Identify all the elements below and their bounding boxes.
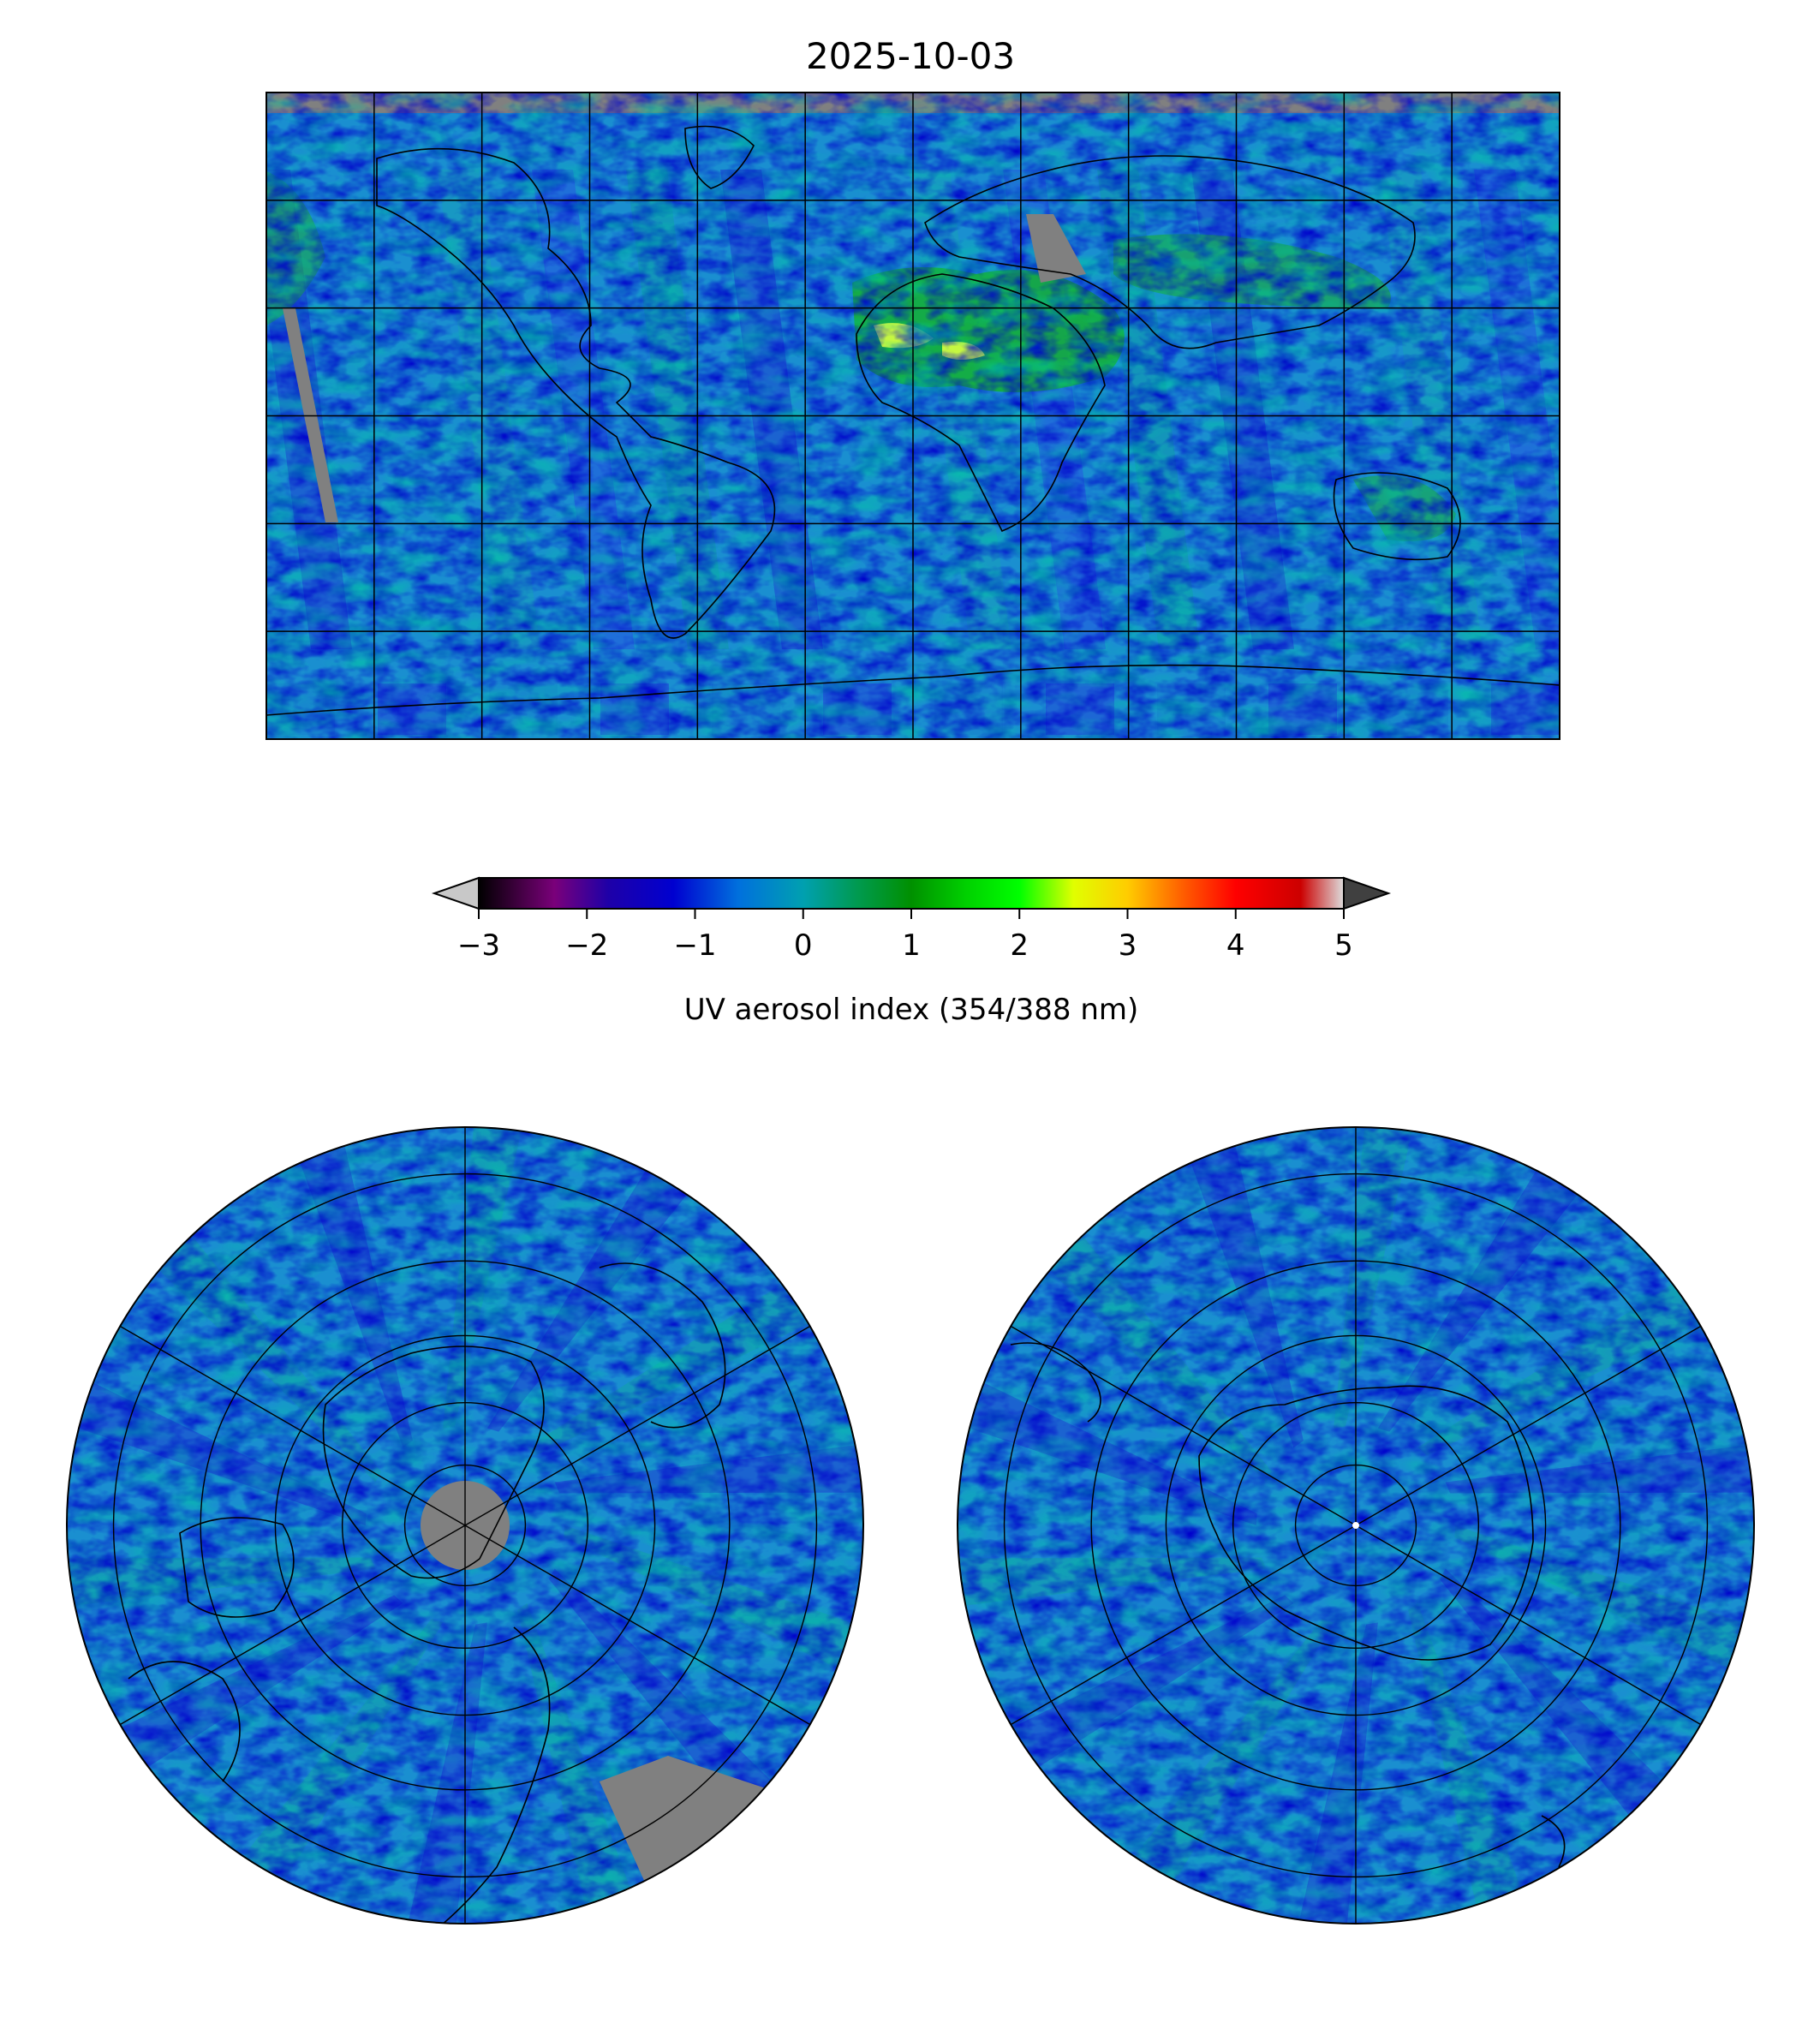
colorbar-tick-label: 0 (794, 928, 813, 963)
longitude-line (464, 1325, 811, 1526)
colorbar-tick-label: −1 (673, 928, 716, 963)
figure-title: 2025-10-03 (806, 35, 1015, 77)
colorbar: −3 −2 −1 0 1 2 3 4 5 UV aerosol index (354/388 n… (431, 876, 1392, 1027)
colorbar-tick-label: 5 (1334, 928, 1353, 963)
longitude-line (464, 1525, 811, 1726)
colorbar-tick-label: 3 (1119, 928, 1137, 963)
north-polar-map (67, 1127, 863, 1924)
australia-coastline (1333, 472, 1461, 561)
longitude-line (1355, 1325, 1702, 1526)
orbit-swath (1568, 170, 1671, 649)
hudson-bay-coastline (179, 1517, 295, 1618)
colorbar-tick-label: 2 (1010, 928, 1029, 963)
longitude-line (119, 1525, 466, 1726)
south-polar-gridlines (1003, 1127, 1709, 1924)
greenland-coastline-north (322, 1346, 545, 1579)
south-polar-frame (957, 1126, 1755, 1925)
colorbar-label: UV aerosol index (354/388 nm) (684, 993, 1139, 1027)
north-polar-coastlines (128, 1262, 726, 1924)
antarctica-coastline-south (1198, 1385, 1534, 1661)
labrador-coastline (128, 1661, 241, 1782)
global-map (266, 92, 1671, 739)
africa-coastline (856, 273, 1106, 533)
global-map-gridlines (266, 92, 1560, 739)
north-polar-missing-wedge (600, 1756, 822, 1924)
colorbar-tick-label: 1 (902, 928, 921, 963)
longitude-line (119, 1325, 466, 1526)
global-map-missing-wedge (1026, 214, 1086, 283)
colorbar-under-extension (431, 876, 480, 910)
americas-coastline (376, 147, 776, 639)
longitude-line (1010, 1325, 1357, 1526)
greenland-coastline (684, 125, 755, 189)
longitude-line (1355, 1525, 1702, 1726)
antarctica-coastline (266, 664, 1560, 716)
south-polar-pole-marker (1352, 1522, 1359, 1529)
europe-coastline-north (427, 1626, 551, 1924)
colorbar-tick-label: −2 (565, 928, 608, 963)
colorbar-tick-label: 4 (1226, 928, 1245, 963)
colorbar-ticks: −3 −2 −1 0 1 2 3 4 5 (457, 909, 1353, 963)
global-map-frame (266, 92, 1560, 740)
colorbar-over-extension (1343, 876, 1392, 910)
colorbar-tick-label: −3 (457, 928, 500, 963)
south-polar-map (958, 1127, 1754, 1924)
north-polar-frame (66, 1126, 864, 1925)
north-polar-gridlines (112, 1127, 818, 1924)
colorbar-gradient (478, 877, 1345, 910)
longitude-line (1010, 1525, 1357, 1726)
new-zealand-coastline (1541, 1815, 1566, 1868)
siberia-coastline (599, 1262, 726, 1429)
